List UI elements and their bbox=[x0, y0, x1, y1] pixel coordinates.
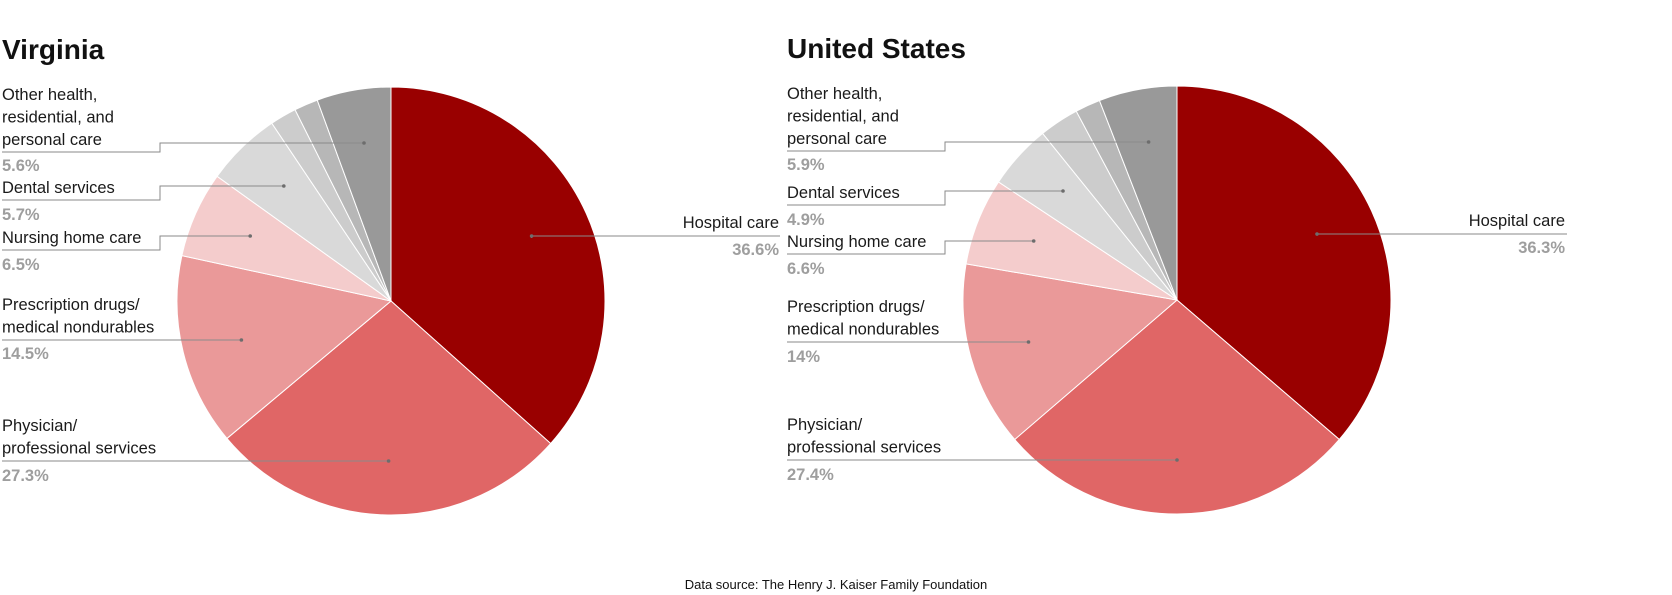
pie-slice-other-health-residential-and-personal-care bbox=[316, 86, 392, 302]
slice-label-dental-services: Dental services bbox=[787, 184, 900, 202]
slice-value-physician-professional-services: 27.3% bbox=[2, 467, 49, 485]
pie-slice-prescription-drugs-medical-nondurables bbox=[962, 263, 1179, 441]
leader-anchor-other-health-residential-and-personal-care bbox=[362, 141, 366, 145]
slice-label-other-health-residential-and-personal-care: Other health, residential, and personal ca… bbox=[787, 85, 899, 148]
leader-anchor-dental-services bbox=[1061, 189, 1065, 193]
slice-label-dental-services: Dental services bbox=[2, 179, 115, 197]
slice-value-nursing-home-care: 6.6% bbox=[787, 260, 825, 278]
slice-label-hospital-care: Hospital care bbox=[683, 214, 779, 232]
leader-anchor-prescription-drugs-medical-nondurables bbox=[239, 338, 244, 342]
leader-anchor-other-health-residential-and-personal-care bbox=[1146, 140, 1151, 144]
slice-label-other-health-residential-and-personal-care: Other health, residential, and personal ca… bbox=[2, 86, 114, 149]
slice-value-hospital-care: 36.3% bbox=[1518, 239, 1565, 257]
slice-value-prescription-drugs-medical-nondurables: 14% bbox=[787, 348, 820, 366]
leader-anchor-physician-professional-services bbox=[1175, 458, 1179, 462]
leader-anchor-physician-professional-services bbox=[386, 459, 391, 463]
slice-value-nursing-home-care: 6.5% bbox=[2, 256, 40, 274]
leader-anchor-nursing-home-care bbox=[1031, 239, 1036, 243]
slice-label-prescription-drugs-medical-nondurables: Prescription drugs/medical nondurables bbox=[2, 296, 154, 337]
leader-line-dental-services bbox=[787, 190, 1063, 206]
slice-label-prescription-drugs-medical-nondurables: Prescription drugs/medical nondurables bbox=[787, 298, 939, 339]
leader-line-other-health-residential-and-personal-care bbox=[787, 141, 1149, 152]
chart-title: United States bbox=[787, 33, 966, 64]
pie-slice-other-health-residential-and-personal-care bbox=[1098, 85, 1178, 301]
pie-slice-hospital-care bbox=[1176, 85, 1392, 441]
slice-label-physician-professional-services: Physician/professional services bbox=[2, 417, 156, 458]
pie-slice-hospital-care bbox=[390, 86, 606, 445]
slice-value-prescription-drugs-medical-nondurables: 14.5% bbox=[2, 345, 49, 363]
chart-title: Virginia bbox=[2, 34, 105, 65]
leader-anchor-dental-services bbox=[282, 184, 286, 188]
slice-label-nursing-home-care: Nursing home care bbox=[2, 229, 141, 247]
slice-label-physician-professional-services: Physician/professional services bbox=[787, 416, 941, 457]
slice-value-other-health-residential-and-personal-care: 5.6% bbox=[2, 157, 40, 175]
virginia-pie-chart: Virginia Hospital care 36.6% Physician/prof… bbox=[2, 34, 780, 516]
united-states-pie-chart: United States Hospital care 36.3% Physician… bbox=[787, 33, 1567, 515]
slice-value-dental-services: 4.9% bbox=[787, 211, 825, 229]
leader-anchor-prescription-drugs-medical-nondurables bbox=[1026, 340, 1031, 344]
slice-value-physician-professional-services: 27.4% bbox=[787, 466, 834, 484]
leader-line-nursing-home-care bbox=[787, 240, 1034, 255]
leader-anchor-hospital-care bbox=[529, 234, 534, 238]
data-source-note: Data source: The Henry J. Kaiser Family … bbox=[684, 577, 988, 592]
slice-value-dental-services: 5.7% bbox=[2, 206, 40, 224]
slice-value-other-health-residential-and-personal-care: 5.9% bbox=[787, 156, 825, 174]
leader-line-nursing-home-care bbox=[2, 235, 251, 251]
slice-label-nursing-home-care: Nursing home care bbox=[787, 233, 926, 251]
leader-anchor-nursing-home-care bbox=[248, 234, 252, 238]
leader-anchor-hospital-care bbox=[1315, 232, 1319, 236]
slice-value-hospital-care: 36.6% bbox=[732, 241, 779, 259]
leader-line-dental-services bbox=[2, 185, 284, 201]
pie-slice-prescription-drugs-medical-nondurables bbox=[176, 255, 393, 440]
slice-label-hospital-care: Hospital care bbox=[1469, 212, 1565, 230]
leader-line-other-health-residential-and-personal-care bbox=[2, 142, 364, 153]
